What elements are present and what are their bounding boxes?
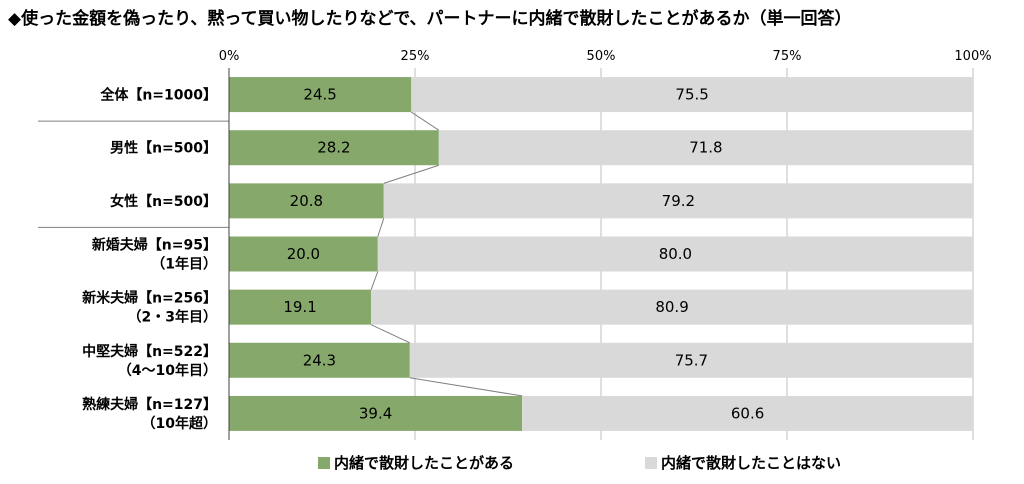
bar-segment-no: [522, 395, 973, 431]
category-label: （4～10年目）: [118, 362, 217, 379]
category-label: （2・3年目）: [128, 309, 217, 326]
bar-segment-yes: [229, 236, 378, 272]
data-label: 39.4: [359, 404, 392, 422]
bar-segment-no: [371, 289, 973, 325]
series-connector-line: [377, 218, 385, 237]
x-tick-label: 100%: [954, 49, 991, 64]
x-tick-label: 25%: [401, 49, 430, 64]
legend-item-no: 内緒で散財したことはない: [645, 452, 841, 473]
legend-swatch-no: [645, 456, 657, 469]
data-label: 28.2: [317, 139, 350, 157]
data-label: 80.9: [655, 298, 688, 316]
bar-segment-yes: [229, 77, 412, 113]
data-label: 80.0: [659, 245, 692, 263]
category-label: 中堅夫婦【n=522】: [82, 343, 217, 360]
legend-label-yes: 内緒で散財したことがある: [334, 454, 515, 472]
bar-segment-no: [438, 130, 974, 166]
data-label: 75.5: [675, 86, 708, 104]
category-label: （10年超）: [142, 415, 217, 432]
series-connector-line: [409, 377, 523, 397]
data-label: 24.3: [303, 351, 336, 369]
chart-title: ◆使った金額を偽ったり、黙って買い物したりなどで、パートナーに内緒で散財したこと…: [8, 9, 852, 29]
legend-label-no: 内緒で散財したことはない: [661, 454, 842, 472]
data-label: 19.1: [283, 298, 316, 316]
bar-segment-no: [409, 342, 973, 378]
category-label: 新婚夫婦【n=95】: [92, 237, 217, 254]
bar-segment-yes: [229, 342, 410, 378]
data-label: 60.6: [731, 404, 764, 422]
x-tick-label: 0%: [219, 49, 240, 64]
category-label: 全体【n=1000】: [99, 87, 217, 104]
data-label: 71.8: [689, 139, 722, 157]
bar-segment-no: [377, 236, 973, 272]
bar-segment-no: [383, 183, 973, 219]
x-tick-label: 75%: [773, 49, 802, 64]
x-tick-label: 50%: [587, 49, 616, 64]
series-connector-line: [370, 271, 379, 290]
data-label: 20.0: [287, 245, 320, 263]
series-connector-line: [383, 164, 439, 184]
data-label: 24.5: [303, 86, 336, 104]
data-label: 79.2: [662, 192, 695, 210]
bar-segment-no: [411, 77, 973, 113]
category-label: 熟練夫婦【n=127】: [82, 396, 217, 413]
data-label: 20.8: [290, 192, 323, 210]
category-label: 新米夫婦【n=256】: [82, 290, 217, 307]
series-connector-line: [370, 324, 411, 344]
category-label: 男性【n=500】: [110, 140, 217, 157]
category-label: （1年目）: [151, 256, 217, 273]
data-label: 75.7: [675, 351, 708, 369]
bar-segment-yes: [229, 183, 384, 219]
bar-segment-yes: [229, 130, 439, 166]
series-connector-line: [411, 111, 440, 131]
category-label: 女性【n=500】: [110, 193, 217, 210]
bar-segment-yes: [229, 289, 372, 325]
legend-item-yes: 内緒で散財したことがある: [318, 452, 514, 473]
bar-segment-yes: [229, 395, 523, 431]
legend-swatch-yes: [318, 456, 330, 469]
